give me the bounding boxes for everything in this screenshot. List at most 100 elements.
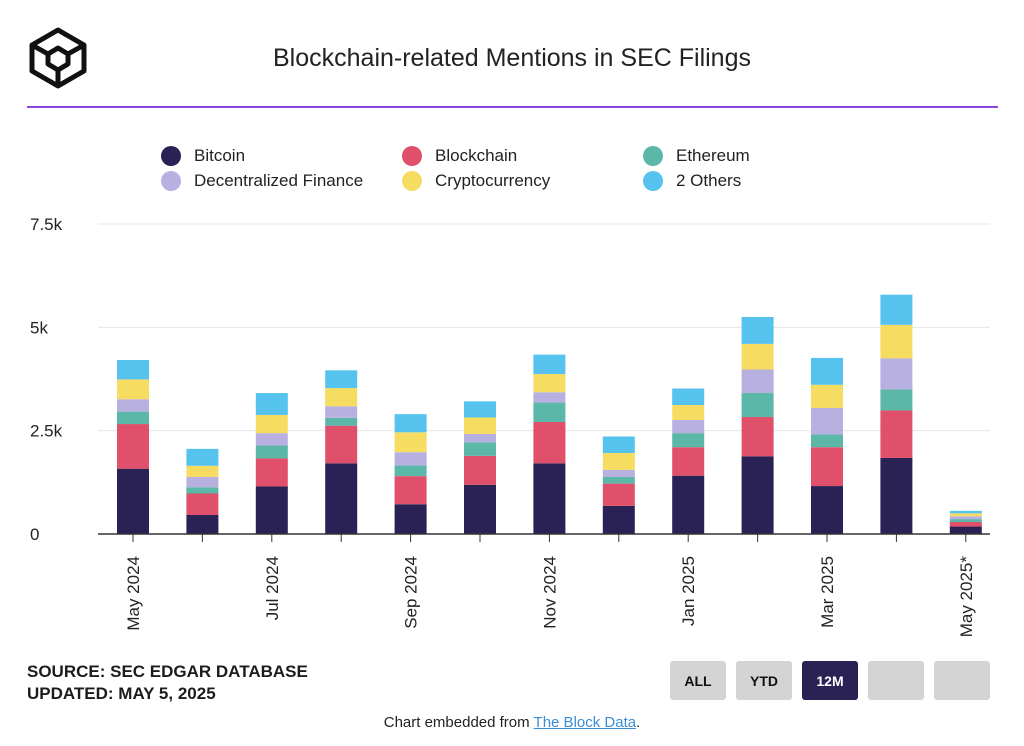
bar-segment-blockchain	[602, 483, 635, 506]
x-tick-label: May 2024	[124, 556, 143, 631]
bar-segment-bitcoin	[533, 463, 566, 534]
bar-segment-bitcoin	[602, 505, 635, 534]
legend-item-2-others[interactable]: 2 Others	[643, 171, 741, 191]
the-block-cube-icon[interactable]	[26, 26, 90, 90]
x-tick-label: Jan 2025	[679, 556, 698, 626]
bar-segment-2-others	[117, 359, 149, 380]
legend-swatch	[402, 146, 422, 166]
bar-segment-ethereum	[811, 434, 843, 448]
bar-segment-decentralized-finance	[255, 433, 288, 446]
bar-segment-ethereum	[602, 476, 635, 484]
bar-segment-bitcoin	[394, 504, 427, 534]
x-tick-label: Sep 2024	[402, 556, 421, 629]
bar-segment-cryptocurrency	[533, 374, 566, 393]
bar-segment-ethereum	[533, 402, 566, 422]
bar-segment-2-others	[602, 436, 635, 453]
bar-segment-decentralized-finance	[880, 358, 913, 390]
title-divider	[27, 106, 998, 108]
legend-swatch	[643, 146, 663, 166]
bar-segment-blockchain	[186, 493, 219, 515]
bar-segment-blockchain	[255, 458, 288, 487]
range-12m-button[interactable]: 12M	[802, 661, 858, 700]
bar-segment-2-others	[255, 393, 288, 415]
bar-segment-ethereum	[325, 417, 358, 426]
bar-segment-decentralized-finance	[464, 433, 496, 443]
bar-segment-bitcoin	[186, 514, 219, 534]
bar-segment-blockchain	[672, 447, 705, 476]
bar-segment-ethereum	[949, 519, 982, 523]
bar-segment-cryptocurrency	[464, 417, 496, 434]
bar-segment-ethereum	[255, 445, 288, 459]
bar-segment-bitcoin	[117, 468, 149, 534]
legend-item-bitcoin[interactable]: Bitcoin	[161, 146, 245, 166]
bar-segment-blockchain	[117, 424, 149, 469]
legend-label: Blockchain	[435, 146, 518, 165]
bar-segment-cryptocurrency	[672, 405, 705, 420]
legend-swatch	[402, 171, 422, 191]
legend-label: Ethereum	[676, 146, 750, 165]
bar-segment-decentralized-finance	[325, 406, 358, 418]
bar-segment-bitcoin	[464, 484, 496, 534]
range-extra-button-1[interactable]	[868, 661, 924, 700]
the-block-data-link[interactable]: The Block Data	[533, 714, 637, 731]
bar-segment-2-others	[325, 370, 358, 389]
bar-segment-blockchain	[880, 410, 913, 458]
footer-suffix: .	[636, 714, 641, 731]
bar-segment-cryptocurrency	[394, 432, 427, 453]
bar-segment-2-others	[880, 294, 913, 325]
bar-segment-bitcoin	[672, 475, 705, 534]
bar-segment-blockchain	[464, 455, 496, 485]
bar-segment-blockchain	[949, 522, 982, 527]
bar-segment-bitcoin	[811, 486, 843, 534]
x-tick-label: Jul 2024	[263, 556, 282, 620]
bar-segment-decentralized-finance	[394, 452, 427, 466]
range-all-button[interactable]: ALL	[670, 661, 726, 700]
bar-segment-ethereum	[186, 487, 219, 494]
bar-segment-decentralized-finance	[533, 392, 566, 403]
legend-item-blockchain[interactable]: Blockchain	[402, 146, 517, 166]
source-line: SOURCE: SEC EDGAR DATABASE	[27, 662, 308, 681]
y-tick-label: 0	[30, 525, 39, 544]
legend-swatch	[161, 146, 181, 166]
bar-segment-blockchain	[394, 476, 427, 505]
stacked-bar-chart: 0 2.5k 5k 7.5k May 2024 Jul 2024 Sep 2024 Nov 2…	[30, 215, 990, 638]
bar-segment-blockchain	[811, 447, 843, 487]
y-tick-label: 7.5k	[30, 215, 63, 234]
bar-segment-ethereum	[464, 442, 496, 456]
legend-item-cryptocurrency[interactable]: Cryptocurrency	[402, 171, 550, 191]
bar-segment-cryptocurrency	[811, 384, 843, 408]
bar-segment-decentralized-finance	[117, 399, 149, 412]
bar-segment-ethereum	[117, 411, 149, 425]
bar-segment-ethereum	[880, 389, 913, 411]
legend-swatch	[643, 171, 663, 191]
bar-segment-ethereum	[672, 433, 705, 448]
bar-segment-2-others	[186, 448, 219, 466]
range-extra-button-2[interactable]	[934, 661, 990, 700]
bar-segment-2-others	[464, 401, 496, 418]
bar-segment-bitcoin	[880, 457, 913, 534]
footer-prefix: Chart embedded from	[383, 714, 534, 731]
bar-segment-2-others	[394, 414, 427, 433]
x-tick-label: May 2025*	[957, 556, 976, 638]
bar-segment-2-others	[741, 317, 774, 344]
bar-segment-ethereum	[741, 393, 774, 418]
chart-title: Blockchain-related Mentions in SEC Filin…	[273, 44, 751, 72]
bar-segment-blockchain	[741, 417, 774, 457]
source-note: SOURCE: SEC EDGAR DATABASE UPDATED: MAY …	[27, 661, 308, 705]
x-tick-label: Mar 2025	[818, 556, 837, 628]
bar-segment-2-others	[672, 388, 705, 406]
bar-segment-blockchain	[533, 421, 566, 464]
bar-segment-decentralized-finance	[741, 369, 774, 394]
bar-segment-decentralized-finance	[672, 419, 705, 434]
bar-segment-2-others	[949, 510, 982, 514]
bar-segment-decentralized-finance	[186, 476, 219, 488]
bar-segment-decentralized-finance	[602, 469, 635, 477]
legend-item-decentralized-finance[interactable]: Decentralized Finance	[161, 171, 363, 191]
range-ytd-button[interactable]: YTD	[736, 661, 792, 700]
legend-item-ethereum[interactable]: Ethereum	[643, 146, 750, 166]
y-tick-label: 2.5k	[30, 422, 63, 441]
legend-swatch	[161, 171, 181, 191]
legend-label: 2 Others	[676, 171, 742, 190]
bar-segment-2-others	[811, 357, 843, 385]
bar-segment-cryptocurrency	[880, 324, 913, 359]
